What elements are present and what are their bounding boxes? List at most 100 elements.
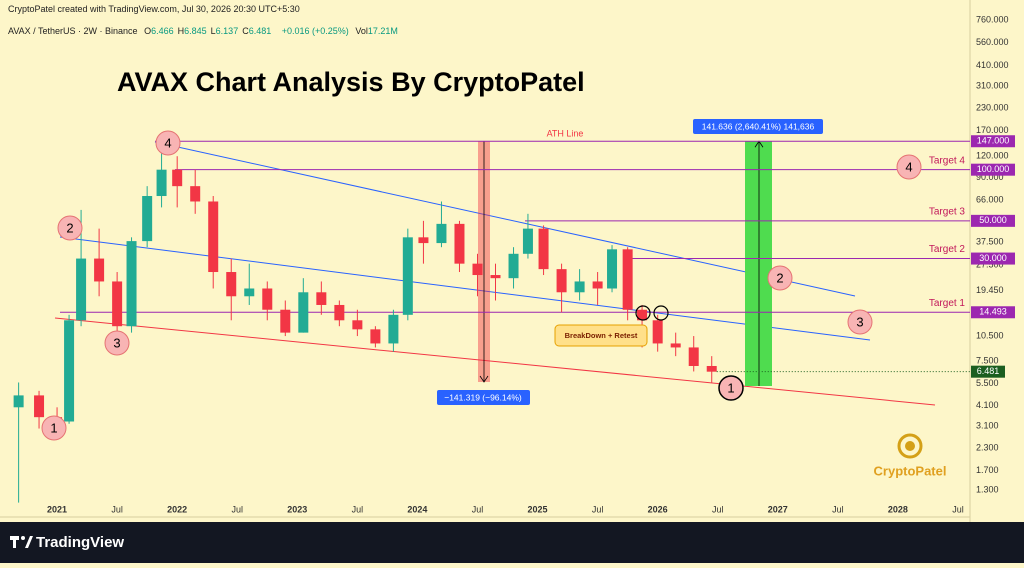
gain-label: 141.636 (2,640.41%) 141,636 [702,121,815,131]
legend-key: C [242,26,249,36]
candle-body [13,395,24,408]
brand: TradingView [36,534,124,551]
symbol-legend: AVAX / TetherUS · 2W · Binance O6.466 H6.… [8,26,406,36]
wave-circle [41,415,67,441]
candle-body [508,253,519,279]
wave-label: 3 [113,335,120,350]
breakdown-box [554,324,648,347]
candle-body [126,241,137,327]
y-tick-label: 2.300 [976,443,999,453]
y-tick-label: 66.000 [976,195,1004,205]
candle-body [370,329,381,344]
candle-body [688,347,699,366]
legend-key: O [144,26,152,36]
price-label: 30.000 [979,253,1007,263]
x-tick-label: 2028 [888,504,908,514]
x-tick-label: Jul [592,504,604,514]
candle-body [454,223,465,264]
y-tick-label: 19.450 [976,285,1004,295]
candle-body [156,169,167,197]
candle-body [706,365,717,372]
legend-key: L [210,26,216,36]
candle-body [670,343,681,348]
x-tick-label: 2022 [167,504,187,514]
logo-shape [13,536,16,548]
x-tick-label: 2026 [648,504,668,514]
legend-item: C6.481 [242,26,271,36]
symbol: AVAX / TetherUS · 2W · Binance [8,26,138,36]
x-tick-label: Jul [352,504,364,514]
candle-body [280,309,291,333]
candle-body [490,275,501,279]
wave-circle [718,375,744,401]
target-name: Target 3 [929,206,966,217]
x-tick-label: Jul [832,504,844,514]
x-tick-label: 2027 [768,504,788,514]
legend-value: 6.845 [184,26,207,36]
candle-body [418,237,429,244]
ohlc-legend: O6.466 H6.845 L6.137 C6.481 [144,26,275,36]
y-tick-label: 3.100 [976,420,999,430]
loss-label: −141.319 (−96.14%) [444,392,522,402]
candle-body [637,309,648,321]
candle-body [352,320,363,330]
legend-item: L6.137 [211,26,239,36]
wave-label: 2 [776,270,783,285]
y-tick-label: 760.000 [976,14,1009,24]
wave-circle [57,215,83,241]
breakdown-label: BreakDown + Retest [565,331,638,340]
candle-body [607,249,618,289]
legend-item: H6.845 [178,26,207,36]
candle-body [538,228,549,270]
x-tick-label: Jul [472,504,484,514]
y-tick-label: 1.300 [976,485,999,495]
y-tick-label: 120.000 [976,151,1009,161]
ath-label: ATH Line [547,128,584,138]
y-tick-label: 10.500 [976,330,1004,340]
candle-body [262,288,273,310]
legend-key: H [177,26,185,36]
y-tick-label: 410.000 [976,60,1009,70]
candle-body [172,169,183,187]
watermark: CryptoPatel [874,463,947,478]
volume-key: Vol [355,26,368,36]
candle-body [556,269,567,293]
candle-body [298,292,309,333]
y-tick-label: 90.000 [976,172,1004,182]
legend-value: 6.466 [151,26,174,36]
loss-label-box [437,390,530,405]
target-name: Target 4 [929,155,966,166]
candle-body [402,237,413,315]
price-label: 147.000 [977,136,1010,146]
x-tick-label: Jul [712,504,724,514]
candle-body [522,228,533,254]
y-tick-label: 5.500 [976,378,999,388]
candle-body [592,281,603,289]
candle-body [94,258,105,282]
x-tick-label: Jul [231,504,243,514]
chart-title: AVAX Chart Analysis By CryptoPatel [117,67,585,97]
candle-body [190,186,201,202]
chart: AVAX Chart Analysis By CryptoPatel 760.0… [0,0,1015,522]
legend-item: O6.466 [144,26,174,36]
y-tick-label: 4.100 [976,400,999,410]
legend-value: 6.137 [215,26,239,36]
logo-shape [21,536,25,540]
price-label: 14.493 [979,307,1007,317]
x-tick-label: 2021 [47,504,67,514]
candle-body [316,292,327,305]
y-tick-label: 37.500 [976,236,1004,246]
x-tick-label: 2024 [407,504,427,514]
candle-body [76,258,87,321]
breakdown-marker [635,305,651,321]
price-label-box [971,214,1015,227]
target-name: Target 2 [929,244,966,255]
trend-line [154,141,856,297]
legend-value: 6.481 [248,26,272,36]
wave-circle [104,330,130,356]
wave-label: 1 [727,380,734,395]
attribution: CryptoPatel created with TradingView.com… [8,4,300,14]
price-label-box [971,306,1015,319]
change: +0.016 (+0.25%) [281,26,349,36]
